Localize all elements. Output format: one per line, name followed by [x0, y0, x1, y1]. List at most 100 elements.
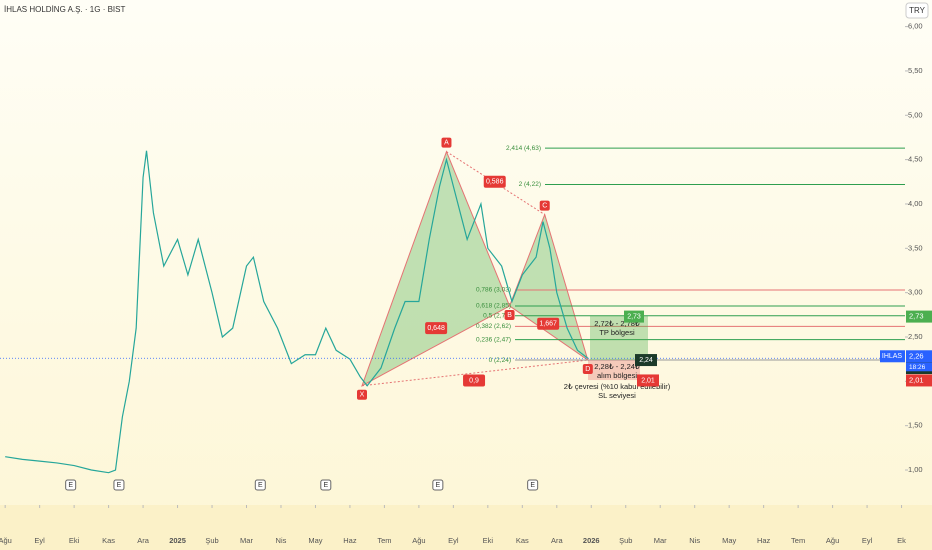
pattern-point-label: A — [444, 139, 449, 146]
x-tick-label: Ağu — [826, 536, 839, 545]
pattern-point-label: X — [360, 392, 365, 399]
note: 2₺ çevresi (%10 kabul edilebilir) — [564, 382, 671, 391]
x-tick-label: May — [722, 536, 736, 545]
sl-zone — [588, 360, 640, 381]
pattern-point — [504, 309, 515, 320]
ratio-box — [483, 175, 506, 188]
ratio-label: 0,648 — [427, 325, 445, 332]
fib-label: 2,414 (4,63) — [506, 145, 541, 152]
chart-tag — [637, 374, 659, 387]
chart-tag-label: 2,01 — [641, 377, 655, 384]
earnings-marker[interactable] — [432, 479, 444, 491]
price-tag — [906, 374, 932, 387]
x-tick-label: Haz — [757, 536, 771, 545]
price-tag-label: 2,26 — [909, 351, 924, 360]
x-tick-label: Eyl — [448, 536, 459, 545]
chart-title: İHLAS HOLDİNG A.Ş. · 1G · BIST — [4, 5, 125, 14]
harmonic-leg — [508, 213, 589, 362]
note: TP bölgesi — [599, 328, 635, 337]
fib-label: 0,382 (2,62) — [476, 323, 511, 330]
chart-tag-label: 2,73 — [627, 313, 641, 320]
earnings-marker[interactable] — [65, 479, 77, 491]
earnings-label[interactable]: E — [68, 482, 73, 489]
y-tick-label: 3,00 — [908, 288, 923, 297]
chart-tag-label: 2,24 — [639, 357, 653, 364]
pattern-link — [361, 359, 588, 387]
x-tick-label: Tem — [791, 536, 805, 545]
x-tick-label: Şub — [619, 536, 632, 545]
time-axis-bg — [0, 505, 932, 550]
countdown-tag — [906, 362, 932, 372]
pattern-point-label: B — [507, 312, 512, 319]
chart-tag — [635, 354, 657, 367]
y-tick-label: 4,50 — [908, 155, 923, 164]
currency[interactable]: TRY — [909, 6, 926, 15]
harmonic-leg — [361, 150, 511, 387]
ratio-box — [425, 322, 448, 335]
x-tick-label: Eyl — [34, 536, 45, 545]
x-tick-label: Eyl — [862, 536, 873, 545]
x-tick-label: 2025 — [169, 536, 186, 545]
earnings-label[interactable]: E — [323, 482, 328, 489]
y-tick-label: 5,00 — [908, 110, 923, 119]
x-tick-label: Ek — [897, 536, 906, 545]
x-tick-label: Nis — [276, 536, 287, 545]
currency-button[interactable] — [905, 2, 929, 19]
ratio-label: 0,586 — [486, 179, 504, 186]
earnings-marker[interactable] — [254, 479, 266, 491]
x-tick-label: Ara — [137, 536, 150, 545]
x-tick-label: Ağu — [412, 536, 425, 545]
ratio-label: 1,667 — [539, 321, 557, 328]
x-tick-label: Eki — [483, 536, 494, 545]
x-tick-label: Şub — [205, 536, 218, 545]
earnings-label[interactable]: E — [436, 482, 441, 489]
x-tick-label: Eki — [69, 536, 80, 545]
y-tick-label: 2,50 — [908, 332, 923, 341]
x-tick-label: 2026 — [583, 536, 600, 545]
x-tick-label: Mar — [654, 536, 667, 545]
earnings-marker[interactable] — [527, 479, 539, 491]
countdown: 18:26 — [909, 364, 926, 371]
pattern-point — [539, 200, 550, 211]
x-tick-label: May — [308, 536, 322, 545]
y-tick-label: 4,00 — [908, 199, 923, 208]
x-tick-label: Nis — [689, 536, 700, 545]
ratio-label: 0,9 — [469, 377, 479, 384]
fib-label: 0,618 (2,85) — [476, 303, 511, 310]
earnings-marker[interactable] — [113, 479, 125, 491]
earnings-marker[interactable] — [320, 479, 332, 491]
note: SL seviyesi — [598, 391, 636, 400]
fib-label: 0,5 (2,74) — [483, 312, 511, 319]
earnings-label[interactable]: E — [530, 482, 535, 489]
ticker-tag — [880, 350, 905, 363]
fib-label: 0 (2,24) — [489, 357, 511, 364]
x-tick-label: Kas — [516, 536, 529, 545]
fib-label: 2 (4,22) — [519, 181, 541, 188]
chart-tag — [624, 310, 644, 323]
price-tag — [906, 350, 932, 363]
x-tick-label: Kas — [102, 536, 115, 545]
y-tick-label: 5,50 — [908, 66, 923, 75]
pattern-point — [582, 364, 593, 375]
earnings-label[interactable]: E — [258, 482, 263, 489]
x-tick-label: Tem — [377, 536, 391, 545]
pattern-point — [441, 137, 452, 148]
x-tick-label: Ara — [551, 536, 564, 545]
price-tag-label: 2,73 — [909, 312, 924, 321]
tp-zone — [590, 315, 648, 361]
y-tick-label: 6,00 — [908, 22, 923, 31]
price-line — [5, 150, 589, 474]
earnings-label[interactable]: E — [117, 482, 122, 489]
pattern-link — [446, 151, 545, 216]
note: alım bölgesi — [597, 371, 637, 380]
x-tick-label: Ağu — [0, 536, 12, 545]
price-tag — [906, 310, 932, 323]
ticker-label: IHLAS — [882, 353, 903, 360]
ratio-box — [537, 317, 560, 330]
note: 2,28₺ - 2,24₺ — [594, 362, 640, 371]
pattern-point-label: D — [585, 366, 590, 373]
y-tick-label: 1,50 — [908, 421, 923, 430]
fib-label: 0,786 (3,03) — [476, 287, 511, 294]
